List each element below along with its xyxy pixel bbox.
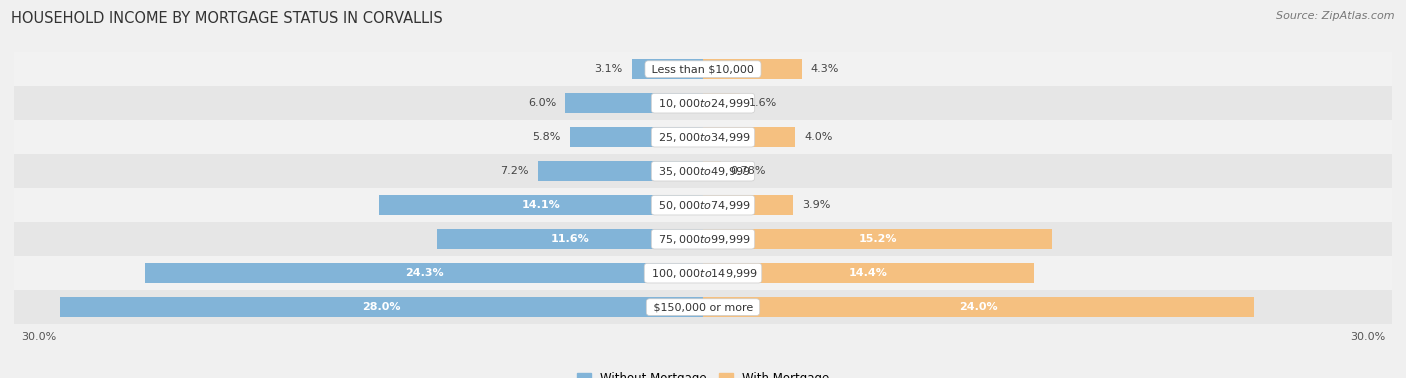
Bar bbox=[703, 297, 1254, 317]
Text: 1.6%: 1.6% bbox=[749, 98, 778, 108]
Text: 24.0%: 24.0% bbox=[959, 302, 998, 312]
Bar bbox=[703, 263, 1033, 283]
Text: 14.1%: 14.1% bbox=[522, 200, 561, 210]
Bar bbox=[703, 59, 801, 79]
Text: 15.2%: 15.2% bbox=[858, 234, 897, 244]
Bar bbox=[569, 127, 703, 147]
Text: HOUSEHOLD INCOME BY MORTGAGE STATUS IN CORVALLIS: HOUSEHOLD INCOME BY MORTGAGE STATUS IN C… bbox=[11, 11, 443, 26]
Bar bbox=[14, 256, 1392, 290]
Bar bbox=[14, 188, 1392, 222]
Text: Source: ZipAtlas.com: Source: ZipAtlas.com bbox=[1277, 11, 1395, 21]
Bar bbox=[437, 229, 703, 249]
Text: 28.0%: 28.0% bbox=[363, 302, 401, 312]
Bar bbox=[703, 161, 721, 181]
Text: $150,000 or more: $150,000 or more bbox=[650, 302, 756, 312]
Text: Less than $10,000: Less than $10,000 bbox=[648, 64, 758, 74]
Legend: Without Mortgage, With Mortgage: Without Mortgage, With Mortgage bbox=[572, 367, 834, 378]
Bar bbox=[380, 195, 703, 215]
Bar bbox=[565, 93, 703, 113]
Bar bbox=[145, 263, 703, 283]
Text: 3.9%: 3.9% bbox=[801, 200, 830, 210]
Text: $100,000 to $149,999: $100,000 to $149,999 bbox=[648, 266, 758, 280]
Text: 7.2%: 7.2% bbox=[501, 166, 529, 176]
Text: $75,000 to $99,999: $75,000 to $99,999 bbox=[655, 232, 751, 246]
Bar bbox=[14, 154, 1392, 188]
Text: 6.0%: 6.0% bbox=[527, 98, 555, 108]
Text: 0.78%: 0.78% bbox=[730, 166, 766, 176]
Text: 30.0%: 30.0% bbox=[1350, 332, 1385, 342]
Text: $25,000 to $34,999: $25,000 to $34,999 bbox=[655, 131, 751, 144]
Bar bbox=[631, 59, 703, 79]
Bar bbox=[14, 120, 1392, 154]
Text: 14.4%: 14.4% bbox=[849, 268, 887, 278]
Bar bbox=[14, 86, 1392, 120]
Text: $10,000 to $24,999: $10,000 to $24,999 bbox=[655, 97, 751, 110]
Bar bbox=[14, 222, 1392, 256]
Text: 11.6%: 11.6% bbox=[550, 234, 589, 244]
Text: $50,000 to $74,999: $50,000 to $74,999 bbox=[655, 199, 751, 212]
Text: 30.0%: 30.0% bbox=[21, 332, 56, 342]
Bar bbox=[14, 52, 1392, 86]
Bar bbox=[703, 229, 1052, 249]
Bar bbox=[703, 195, 793, 215]
Text: 3.1%: 3.1% bbox=[595, 64, 623, 74]
Bar bbox=[60, 297, 703, 317]
Text: 5.8%: 5.8% bbox=[533, 132, 561, 142]
Bar bbox=[703, 93, 740, 113]
Text: $35,000 to $49,999: $35,000 to $49,999 bbox=[655, 165, 751, 178]
Text: 24.3%: 24.3% bbox=[405, 268, 443, 278]
Bar bbox=[703, 127, 794, 147]
Bar bbox=[537, 161, 703, 181]
Text: 4.3%: 4.3% bbox=[811, 64, 839, 74]
Text: 4.0%: 4.0% bbox=[804, 132, 832, 142]
Bar bbox=[14, 290, 1392, 324]
